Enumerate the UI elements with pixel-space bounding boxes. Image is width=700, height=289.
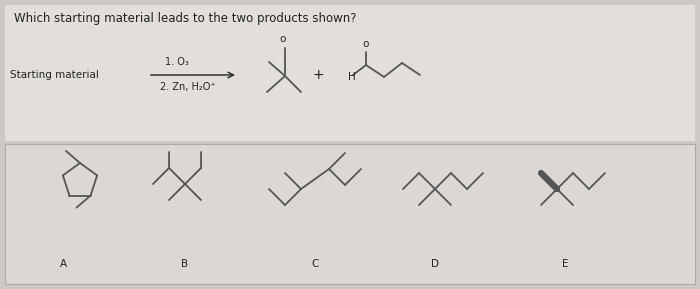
Text: H: H (348, 72, 356, 82)
Text: A: A (60, 259, 66, 269)
Text: o: o (280, 34, 286, 44)
Text: Starting material: Starting material (10, 70, 99, 80)
Text: 2. Zn, H₂O⁺: 2. Zn, H₂O⁺ (160, 82, 216, 92)
Bar (5, 144, 695, 284)
Bar (5, 5, 695, 141)
Text: Which starting material leads to the two products shown?: Which starting material leads to the two… (14, 12, 356, 25)
Text: D: D (431, 259, 439, 269)
Text: C: C (312, 259, 318, 269)
Text: +: + (312, 68, 324, 82)
Text: o: o (363, 39, 369, 49)
Text: B: B (181, 259, 188, 269)
Text: 1. O₃: 1. O₃ (165, 57, 189, 67)
Text: E: E (561, 259, 568, 269)
